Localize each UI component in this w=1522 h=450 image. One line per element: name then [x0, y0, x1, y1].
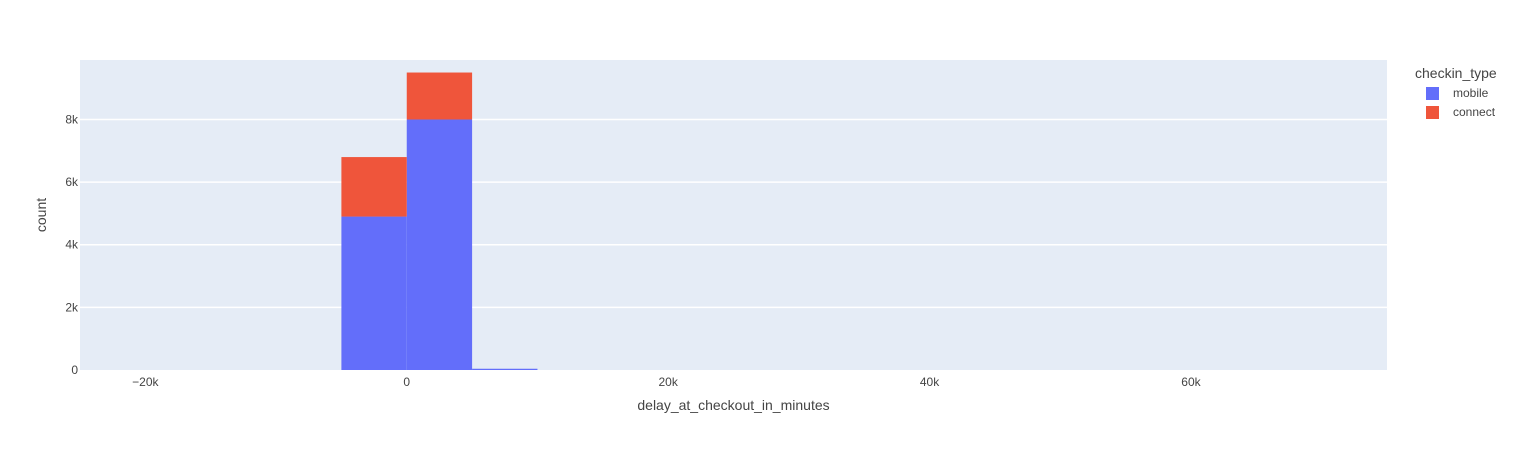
x-axis-title: delay_at_checkout_in_minutes [637, 397, 829, 413]
y-tick-label: 2k [65, 300, 79, 314]
legend-swatch [1426, 106, 1439, 119]
bar-connect[interactable] [406, 72, 473, 120]
legend-swatch [1426, 87, 1439, 100]
bar-connect[interactable] [341, 157, 407, 217]
x-tick-label: 0 [403, 375, 410, 389]
x-tick-label: 60k [1181, 375, 1201, 389]
legend-item-mobile[interactable]: mobile [1426, 86, 1489, 100]
bar-mobile[interactable] [406, 119, 473, 370]
legend-items: mobile connect [1426, 86, 1496, 119]
x-tick-label: −20k [132, 375, 159, 389]
plot-area [80, 60, 1387, 370]
y-tick-label: 4k [65, 238, 79, 252]
bar-mobile[interactable] [472, 368, 538, 370]
x-axis-ticks: −20k 0 20k 40k 60k [132, 375, 1201, 389]
legend-label: mobile [1453, 86, 1489, 100]
y-axis-ticks: 0 2k 4k 6k 8k [65, 112, 79, 377]
legend-title: checkin_type [1415, 65, 1497, 81]
x-tick-label: 20k [658, 375, 678, 389]
y-tick-label: 6k [65, 175, 79, 189]
bar-mobile[interactable] [341, 216, 407, 370]
y-axis-title: count [33, 198, 49, 232]
legend-label: connect [1453, 105, 1496, 119]
y-tick-label: 0 [71, 363, 78, 377]
x-tick-label: 40k [920, 375, 940, 389]
bars [341, 72, 538, 370]
legend[interactable]: checkin_type mobile connect [1415, 65, 1497, 119]
grid-lines [80, 118, 1387, 309]
legend-item-connect[interactable]: connect [1426, 105, 1496, 119]
y-tick-label: 8k [65, 112, 79, 126]
